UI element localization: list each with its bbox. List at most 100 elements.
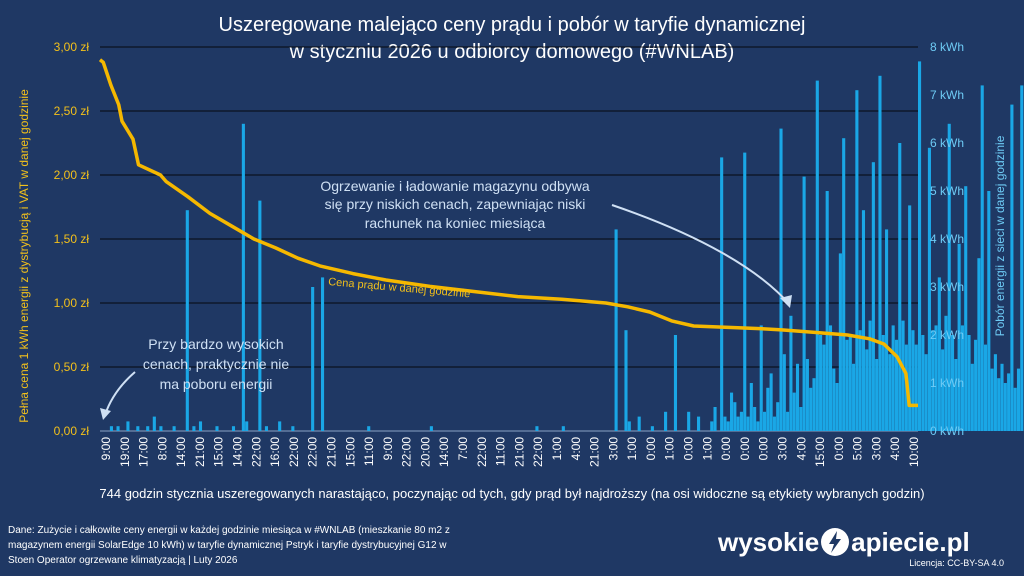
consumption-bar <box>720 157 724 431</box>
consumption-bar <box>997 378 1001 431</box>
consumption-bar <box>772 416 776 431</box>
consumption-bar <box>733 402 737 431</box>
consumption-bar <box>795 363 800 431</box>
x-tick: 4:00 <box>569 437 583 461</box>
consumption-bar <box>799 407 803 431</box>
x-tick: 20:00 <box>418 437 432 467</box>
x-tick: 0:00 <box>682 437 696 461</box>
consumption-bar <box>769 373 773 431</box>
consumption-bar <box>258 200 262 431</box>
consumption-bar <box>901 320 905 431</box>
x-tick: 1:00 <box>700 437 714 461</box>
y-tick-left: 2,00 zł <box>54 168 90 182</box>
x-tick: 21:00 <box>325 437 339 467</box>
consumption-bar <box>993 354 997 431</box>
consumption-bar <box>950 335 955 431</box>
y-tick-left: 0,00 zł <box>54 424 90 438</box>
annotation-low-price-line1: Ogrzewanie i ładowanie magazynu odbywa <box>320 178 589 194</box>
y-tick-left: 3,00 zł <box>54 40 90 54</box>
price-line <box>98 58 918 408</box>
consumption-bar <box>198 421 203 431</box>
x-tick: 21:00 <box>588 437 602 467</box>
x-tick: 0:00 <box>719 437 733 461</box>
consumption-bar <box>561 426 565 431</box>
consumption-bar <box>845 339 849 431</box>
consumption-bar <box>215 426 219 431</box>
annotation-high-price-arrowhead <box>100 408 111 420</box>
price-series-label: Cena prądu w danej godzinie <box>328 276 471 300</box>
consumption-bar <box>964 186 968 431</box>
lightning-icon <box>821 528 850 556</box>
x-tick: 14:00 <box>174 437 188 467</box>
consumption-bar <box>367 426 371 431</box>
license-note: Licencja: CC-BY-SA 4.0 <box>909 558 1004 568</box>
x-tick: 22:00 <box>306 437 320 467</box>
consumption-bar <box>960 325 964 431</box>
consumption-bar <box>931 330 935 431</box>
consumption-bar <box>957 243 961 431</box>
consumption-bar <box>736 416 740 431</box>
y-tick-right: 1 kWh <box>930 376 964 390</box>
consumption-bar <box>852 363 856 431</box>
annotation-high-price-line2: cenach, praktycznie nie <box>143 356 290 372</box>
x-tick: 0:00 <box>757 437 771 461</box>
x-tick: 15:00 <box>343 437 357 467</box>
x-tick: 8:00 <box>155 437 169 461</box>
consumption-bar <box>159 426 163 431</box>
consumption-bar <box>743 152 747 431</box>
consumption-bar <box>746 416 750 431</box>
consumption-bar <box>1016 368 1021 431</box>
y-tick-right: 2 kWh <box>930 328 964 342</box>
consumption-bar <box>1010 104 1014 431</box>
consumption-bar <box>762 411 767 431</box>
consumption-bar <box>627 421 631 431</box>
y-axis-right-title: Pobór energii z sieci w danej godzinie <box>993 135 1007 336</box>
consumption-bar <box>835 383 839 431</box>
consumption-bar <box>875 359 879 431</box>
consumption-bar <box>848 335 852 431</box>
annotation-high-price-line1: Przy bardzo wysokich <box>148 336 283 352</box>
consumption-bar <box>1003 383 1007 431</box>
x-tick: 15:00 <box>212 437 226 467</box>
annotation-low-price-arrowhead <box>780 295 792 308</box>
annotation-high-price-arrow <box>104 371 136 416</box>
consumption-bar <box>828 325 833 431</box>
x-tick: 14:00 <box>231 437 245 467</box>
consumption-bar <box>1020 85 1024 432</box>
x-tick: 0:00 <box>644 437 658 461</box>
x-tick: 0:00 <box>738 437 752 461</box>
consumption-bar <box>970 363 974 431</box>
y-axis-left-title: Pełna cena 1 kWh energii z dystrybucją i… <box>17 89 31 423</box>
consumption-bar <box>664 411 668 431</box>
consumption-bar <box>927 147 931 432</box>
consumption-bar <box>878 75 882 432</box>
consumption-bar <box>812 378 816 431</box>
x-tick: 11:00 <box>494 437 508 466</box>
consumption-bar <box>832 368 836 431</box>
consumption-bar <box>291 426 295 431</box>
gridlines <box>100 46 918 432</box>
x-tick: 22:00 <box>531 437 545 467</box>
consumption-bar <box>109 426 113 431</box>
consumption-bar <box>819 335 823 431</box>
consumption-bar <box>429 426 433 431</box>
x-tick: 10:00 <box>907 437 921 467</box>
x-tick: 21:00 <box>512 437 526 467</box>
x-tick: 4:00 <box>794 437 808 461</box>
consumption-bar <box>954 359 958 431</box>
consumption-bar <box>967 335 971 431</box>
consumption-bar <box>888 354 892 431</box>
annotation-high-price: Przy bardzo wysokich cenach, praktycznie… <box>100 336 289 420</box>
y-tick-right: 5 kWh <box>930 184 964 198</box>
consumption-bar <box>278 421 282 431</box>
consumption-bar <box>756 421 760 431</box>
y-tick-right: 7 kWh <box>930 88 964 102</box>
consumption-bar <box>311 287 315 431</box>
x-tick: 11:00 <box>362 437 376 466</box>
y-tick-left: 1,00 zł <box>54 296 90 310</box>
consumption-bar <box>637 416 641 431</box>
consumption-bar <box>990 368 994 431</box>
x-tick: 16:00 <box>268 437 282 467</box>
consumption-bar <box>983 344 988 431</box>
consumption-bar <box>713 407 717 431</box>
